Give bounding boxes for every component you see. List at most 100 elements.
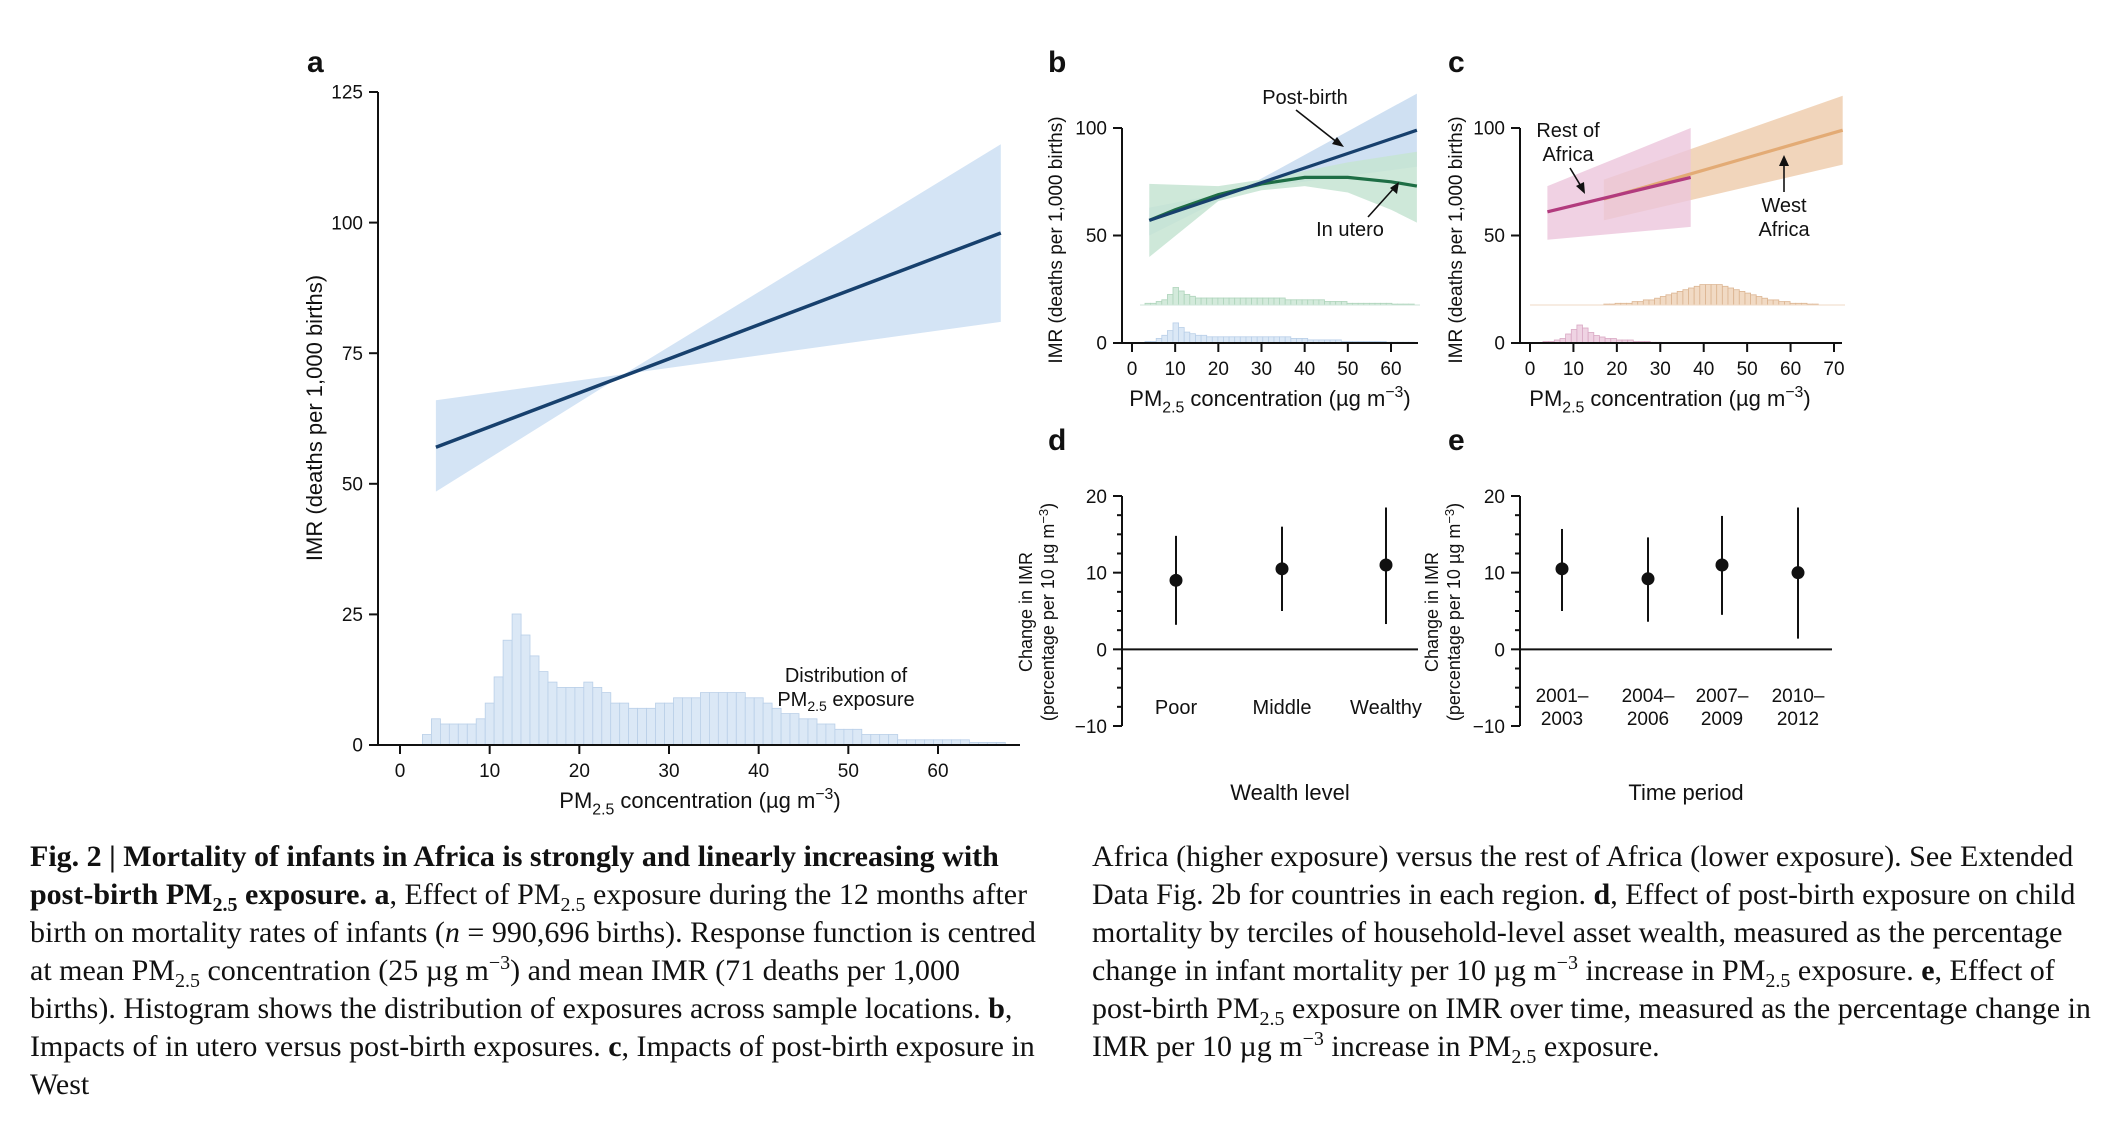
histogram-bar (556, 687, 567, 746)
x-tick-label: 60 (1780, 359, 1801, 380)
y-tick-label: 100 (331, 213, 363, 234)
histogram-bar (574, 687, 585, 746)
histogram-bar (655, 702, 665, 746)
histogram-bar (1682, 289, 1689, 306)
histogram-bar (1167, 294, 1174, 306)
histogram-bar (807, 718, 818, 746)
histogram-bar (852, 728, 863, 746)
histogram-label-line1: Distribution of (785, 665, 908, 687)
histogram-bar (1778, 301, 1785, 306)
histogram-bar (1183, 331, 1191, 344)
histogram-bar (1722, 285, 1729, 306)
histogram-bar (511, 613, 522, 746)
y-axis-label: IMR (deaths per 1,000 births) (302, 275, 327, 561)
label-part: −3 (815, 786, 833, 803)
caption-text: 2.5 (212, 894, 238, 916)
label-part: 2.5 (1562, 400, 1584, 417)
histogram-bar (861, 734, 872, 746)
histogram-bar (664, 702, 674, 746)
histogram-bar (1631, 301, 1639, 306)
histogram-bar (1178, 327, 1185, 344)
y-tick-label: 10 (1086, 564, 1107, 585)
y-axis-label: IMR (deaths per 1,000 births) (1446, 116, 1467, 363)
y-tick-label: 100 (1473, 119, 1505, 140)
histogram-bar (1329, 301, 1337, 306)
histogram-bar (583, 681, 594, 746)
caption-text: 2.5 (1259, 1008, 1285, 1030)
arrow-head (1390, 182, 1399, 194)
histogram-bar (1642, 299, 1650, 306)
histogram-bar (1324, 301, 1331, 306)
y-tick-label: 0 (1096, 334, 1107, 355)
x-tick-label: 20 (1208, 359, 1229, 380)
category-label: Middle (1253, 697, 1312, 719)
histogram-bar (798, 718, 809, 746)
histogram-bar (1705, 284, 1712, 306)
label-part: exposure (827, 689, 915, 711)
histogram-bar (520, 634, 531, 746)
y-tick-label: 0 (1096, 640, 1107, 661)
x-tick-label: 20 (1606, 359, 1627, 380)
y-tick-label: 75 (342, 344, 363, 365)
label-part: ) (1803, 386, 1810, 411)
histogram-bar (789, 713, 800, 746)
histogram-bar (726, 692, 737, 746)
label-part: PM (559, 788, 592, 813)
histogram-bar (484, 702, 495, 746)
caption-text: −3 (1302, 1028, 1324, 1050)
label-part: (percentage per 10 µg m (1444, 524, 1464, 721)
histogram-bar (637, 707, 647, 746)
panel-b: b Post-birth In utero 0 50 100 0 10 20 30 40 50 60 IM… (1046, 46, 1420, 417)
y-tick-label: 20 (1086, 487, 1107, 508)
caption-text: exposure. (1536, 1030, 1660, 1063)
histogram-bar (879, 734, 890, 746)
category-label: Poor (1155, 697, 1198, 719)
caption-text: increase in PM (1323, 1030, 1512, 1063)
histogram-bar (1167, 330, 1174, 344)
histogram-bar (529, 655, 540, 746)
histogram-bar (1565, 333, 1572, 344)
arrow-head (1779, 155, 1789, 166)
histogram-bar (1688, 287, 1695, 306)
label-part: PM (777, 689, 807, 711)
data-point (1275, 562, 1289, 576)
histogram-bar (1784, 301, 1791, 306)
arrow-head (1576, 182, 1585, 194)
histogram-bar (825, 723, 836, 746)
histogram-bar (1335, 301, 1342, 306)
histogram-bar (1576, 324, 1583, 344)
histogram-bar (565, 687, 576, 746)
histogram-bar (709, 692, 719, 746)
histogram-bar (601, 692, 612, 746)
caption-text: a (374, 878, 390, 911)
histogram-bar (1582, 327, 1589, 344)
y-tick-label: 25 (342, 605, 363, 626)
caption-text: 2.5 (174, 970, 200, 992)
histogram-bar (1234, 297, 1241, 306)
histogram-bar (1593, 335, 1600, 344)
x-tick-label: 60 (927, 761, 948, 782)
y-tick-label: 50 (1484, 226, 1505, 247)
x-axis-label: Time period (1628, 780, 1743, 805)
histogram-bar (1716, 284, 1723, 306)
histogram-bar (843, 728, 854, 746)
label-part: −3 (1442, 509, 1457, 524)
annotation-in-utero: In utero (1316, 219, 1384, 241)
y-axis-label-line2: (percentage per 10 µg m−3) (1442, 503, 1464, 721)
arrow-head (1332, 137, 1344, 147)
y-tick-label: 100 (1075, 119, 1107, 140)
confidence-band (1547, 128, 1691, 240)
histogram-bar (502, 639, 513, 746)
histogram-bar (780, 713, 791, 746)
histogram-bar (1750, 294, 1757, 306)
y-axis-label-line1: Change in IMR (1016, 552, 1036, 672)
caption-text: Africa (higher exposure) versus the rest… (1092, 840, 2074, 911)
label-part: −3 (1036, 509, 1051, 524)
panel-letter: e (1448, 424, 1465, 457)
y-axis-label-line2: (percentage per 10 µg m−3) (1036, 503, 1058, 721)
label-part: PM (1129, 386, 1162, 411)
histogram-bar (1178, 290, 1185, 306)
histogram-label-line2: PM2.5 exposure (777, 689, 914, 714)
